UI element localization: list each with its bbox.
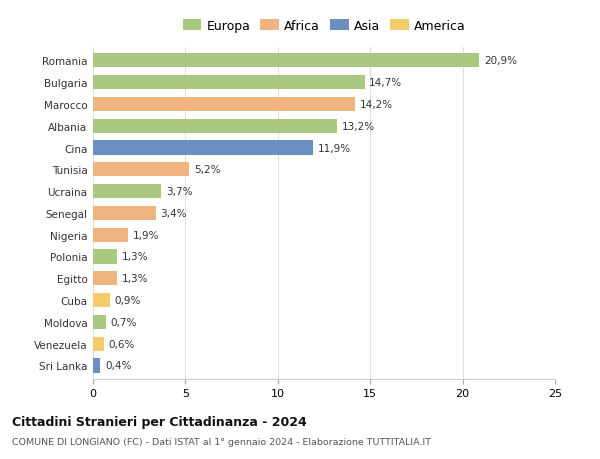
Text: 11,9%: 11,9% xyxy=(317,143,350,153)
Bar xyxy=(93,54,479,68)
Text: 3,4%: 3,4% xyxy=(160,208,187,218)
Bar xyxy=(93,207,156,220)
Text: 1,3%: 1,3% xyxy=(122,252,148,262)
Bar xyxy=(93,119,337,134)
Text: 0,6%: 0,6% xyxy=(109,339,135,349)
Bar xyxy=(93,358,100,373)
Text: 14,7%: 14,7% xyxy=(369,78,403,88)
Bar xyxy=(93,141,313,155)
Bar xyxy=(93,98,355,112)
Text: 1,3%: 1,3% xyxy=(122,274,148,284)
Text: COMUNE DI LONGIANO (FC) - Dati ISTAT al 1° gennaio 2024 - Elaborazione TUTTITALI: COMUNE DI LONGIANO (FC) - Dati ISTAT al … xyxy=(12,437,431,446)
Bar xyxy=(93,76,365,90)
Bar xyxy=(93,250,117,264)
Bar xyxy=(93,293,110,308)
Bar xyxy=(93,163,189,177)
Text: 20,9%: 20,9% xyxy=(484,56,517,66)
Bar xyxy=(93,315,106,329)
Text: 14,2%: 14,2% xyxy=(360,100,393,110)
Text: 0,9%: 0,9% xyxy=(114,296,140,305)
Bar xyxy=(93,185,161,199)
Text: 0,7%: 0,7% xyxy=(110,317,137,327)
Bar xyxy=(93,272,117,285)
Legend: Europa, Africa, Asia, America: Europa, Africa, Asia, America xyxy=(180,17,468,35)
Bar xyxy=(93,337,104,351)
Text: 0,4%: 0,4% xyxy=(105,361,131,370)
Text: Cittadini Stranieri per Cittadinanza - 2024: Cittadini Stranieri per Cittadinanza - 2… xyxy=(12,415,307,428)
Bar xyxy=(93,228,128,242)
Text: 1,9%: 1,9% xyxy=(133,230,159,240)
Text: 13,2%: 13,2% xyxy=(341,122,374,131)
Text: 3,7%: 3,7% xyxy=(166,187,193,197)
Text: 5,2%: 5,2% xyxy=(194,165,220,175)
